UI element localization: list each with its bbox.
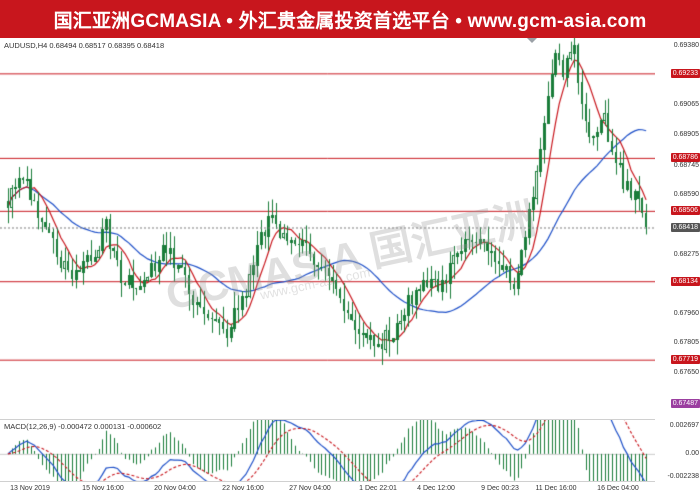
macd-axis-label: 0.00 xyxy=(685,449,699,457)
pane-separator xyxy=(0,419,655,420)
axis-separator xyxy=(0,481,655,482)
price-canvas[interactable] xyxy=(0,38,655,420)
time-axis-label: 4 Dec 12:00 xyxy=(417,485,455,492)
price-axis-label: 0.68275 xyxy=(673,250,699,258)
price-axis-label: 0.68590 xyxy=(673,190,699,198)
macd-canvas[interactable] xyxy=(0,420,655,482)
time-axis-label: 22 Nov 16:00 xyxy=(222,485,264,492)
time-axis-label: 20 Nov 04:00 xyxy=(154,485,196,492)
price-axis-label: 0.69233 xyxy=(670,68,700,78)
symbol-info-text: AUDUSD,H4 0.68494 0.68517 0.68395 0.6841… xyxy=(4,41,165,50)
price-axis-label: 0.68786 xyxy=(670,153,700,163)
price-axis-label: 0.67805 xyxy=(673,339,699,347)
macd-pane: MACD(12,26,9) -0.000472 0.000131 -0.0006… xyxy=(0,420,655,482)
price-axis-label: 0.68745 xyxy=(673,161,699,169)
price-axis-label: 0.67487 xyxy=(670,399,700,409)
price-axis-label: 0.67650 xyxy=(673,368,699,376)
header-banner: 国汇亚洲GCMASIA • 外汇贵金属投资首选平台 • www.gcm-asia… xyxy=(0,0,700,38)
header-banner-text: 国汇亚洲GCMASIA • 外汇贵金属投资首选平台 • www.gcm-asia… xyxy=(53,10,647,32)
price-axis-label: 0.68905 xyxy=(673,131,699,139)
price-axis-label: 0.67719 xyxy=(670,355,700,365)
price-axis-label: 0.69065 xyxy=(673,101,699,109)
time-axis[interactable]: 13 Nov 2019 15 Nov 16:00 20 Nov 04:00 22 No… xyxy=(0,482,700,500)
macd-info-text: MACD(12,26,9) -0.000472 0.000131 -0.0006… xyxy=(4,422,162,431)
time-axis-label: 13 Nov 2019 xyxy=(10,485,50,492)
price-axis-label: 0.68418 xyxy=(670,222,700,232)
macd-axis-label: -0.002238 xyxy=(667,473,699,480)
time-axis-label: 9 Dec 00:23 xyxy=(481,485,519,492)
time-axis-label: 11 Dec 16:00 xyxy=(535,485,577,492)
price-axis-label: 0.68506 xyxy=(670,206,700,216)
time-axis-label: 1 Dec 22:01 xyxy=(359,485,397,492)
time-axis-label: 16 Dec 04:00 xyxy=(597,485,639,492)
price-axis-label: 0.69380 xyxy=(673,41,699,49)
chart-frame: AUDUSD,H4 0.68494 0.68517 0.68395 0.6841… xyxy=(0,38,700,500)
price-pane: AUDUSD,H4 0.68494 0.68517 0.68395 0.6841… xyxy=(0,38,655,420)
price-axis[interactable]: 0.69380 0.69233 0.69065 0.68905 0.68786 0.687… xyxy=(655,38,700,482)
macd-axis-label: 0.002697 xyxy=(669,422,699,429)
time-axis-label: 27 Nov 04:00 xyxy=(289,485,331,492)
time-axis-label: 15 Nov 16:00 xyxy=(82,485,124,492)
price-axis-label: 0.67960 xyxy=(673,310,699,318)
price-axis-label: 0.68134 xyxy=(670,276,700,286)
